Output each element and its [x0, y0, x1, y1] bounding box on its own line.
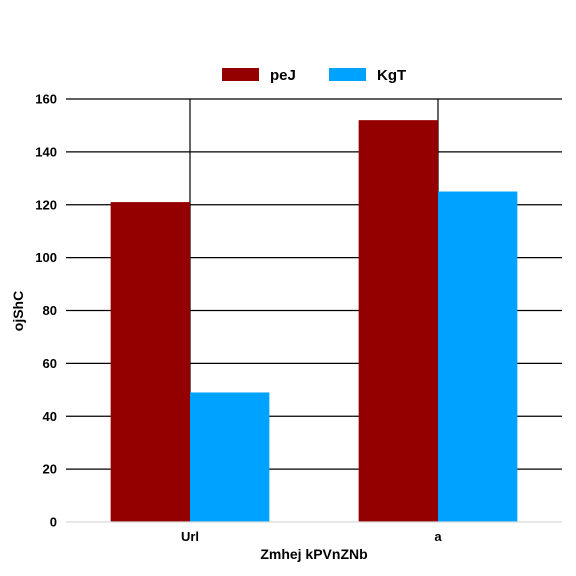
- legend-swatch-KgT: [329, 68, 366, 81]
- y-axis-title: ojShC: [10, 291, 26, 331]
- x-tick-label: Url: [181, 529, 199, 544]
- y-tick-label: 80: [43, 303, 57, 318]
- bar-peJ-Url: [110, 202, 190, 522]
- x-axis-title: Zmhej kPVnZNb: [260, 546, 367, 562]
- y-tick-label: 140: [35, 144, 57, 159]
- legend: peJ KgT: [222, 67, 406, 84]
- y-tick-label: 20: [43, 462, 57, 477]
- y-tick-label: 120: [35, 197, 57, 212]
- legend-label: KgT: [377, 67, 406, 84]
- bar-KgT-Url: [190, 392, 270, 522]
- bars: [110, 120, 518, 523]
- bar-KgT-a: [438, 191, 518, 522]
- axes: 0 20 40 60 80 100 120 140 160 Url a: [35, 92, 562, 544]
- y-tick-label: 40: [43, 409, 57, 424]
- y-tick-label: 100: [35, 250, 57, 265]
- y-tick-label: 160: [35, 92, 57, 107]
- y-tick-label: 60: [43, 356, 57, 371]
- legend-label: peJ: [270, 67, 296, 84]
- legend-swatch-peJ: [222, 68, 259, 81]
- y-tick-label: 0: [50, 515, 57, 530]
- x-tick-label: a: [434, 529, 442, 544]
- bar-peJ-a: [358, 120, 438, 523]
